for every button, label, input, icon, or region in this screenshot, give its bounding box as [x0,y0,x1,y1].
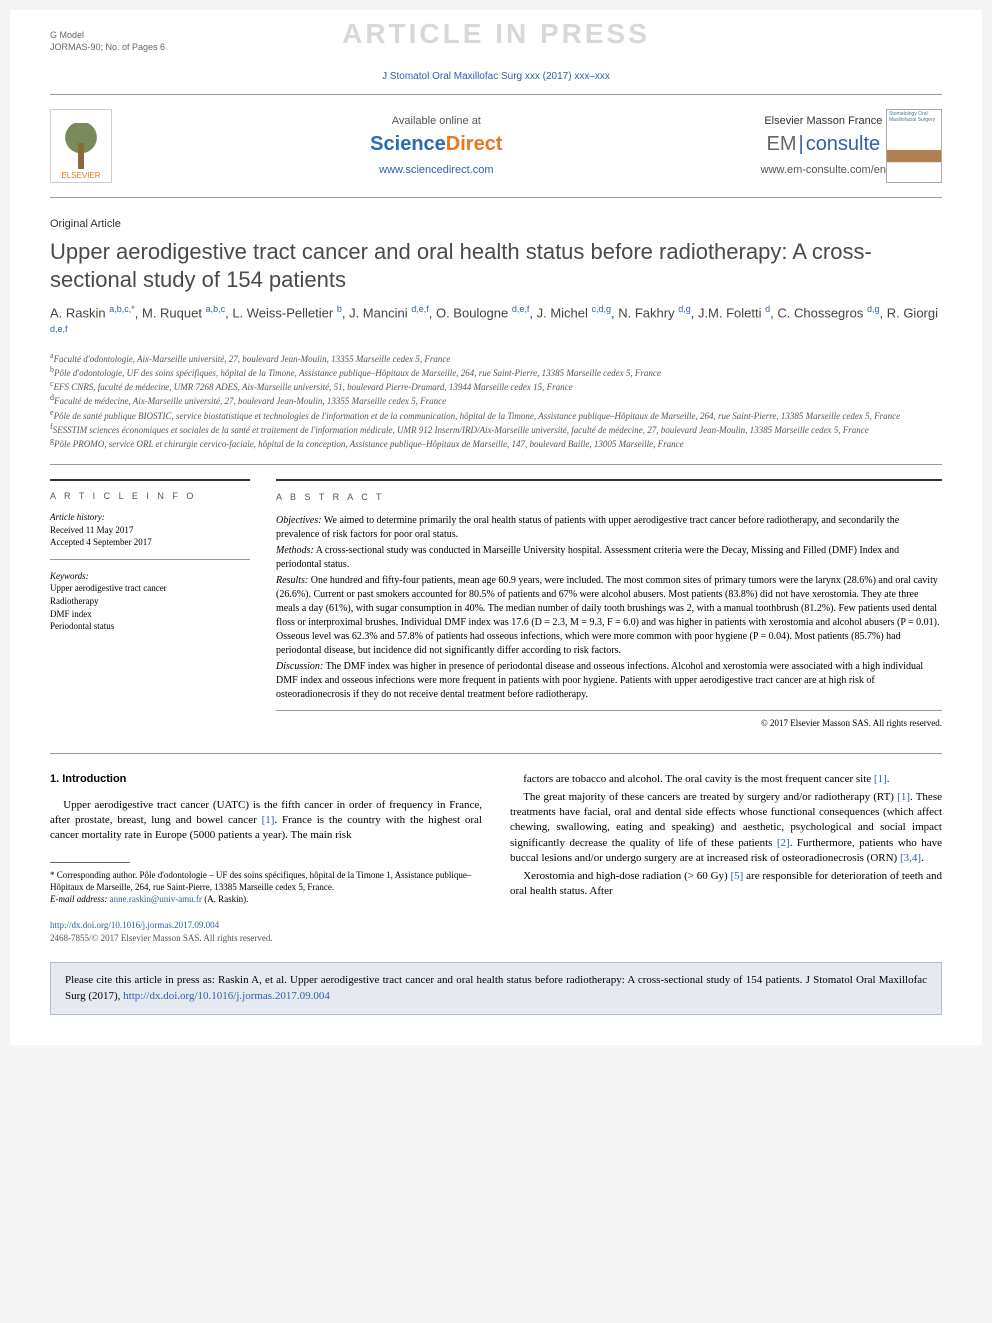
email-label: E-mail address: [50,894,107,904]
citation-link[interactable]: [1] [897,791,910,803]
citation-link[interactable]: [1] [262,814,275,826]
abstract-heading: A B S T R A C T [276,491,942,504]
keywords-label: Keywords: [50,570,250,583]
keyword: Radiotherapy [50,595,250,608]
em-consulte-block: Elsevier Masson France EM|consulte www.e… [761,115,886,178]
info-abstract-row: A R T I C L E I N F O Article history: R… [50,464,942,729]
journal-cover-thumbnail: Stomatology Oral Maxillofacial Surgery [886,109,942,183]
sciencedirect-block: Available online at ScienceDirect www.sc… [112,115,761,178]
abstract-column: A B S T R A C T Objectives: We aimed to … [276,479,942,729]
received-date: Received 11 May 2017 [50,524,250,537]
em-consulte-url[interactable]: www.em-consulte.com/en [761,164,886,176]
accepted-date: Accepted 4 September 2017 [50,536,250,549]
cite-doi-link[interactable]: http://dx.doi.org/10.1016/j.jormas.2017.… [123,990,330,1002]
article-page: ARTICLE IN PRESS G Model JORMAS-90; No. … [10,10,982,1045]
corresponding-author-footnote: * Corresponding author. Pôle d'odontolog… [50,869,482,893]
divider [50,94,942,95]
history-label: Article history: [50,511,250,524]
article-info-heading: A R T I C L E I N F O [50,491,250,501]
intro-paragraph: Upper aerodigestive tract cancer (UATC) … [50,798,482,844]
methods-label: Methods: [276,545,314,556]
available-online-text: Available online at [112,115,761,127]
keyword: Periodontal status [50,620,250,633]
keywords-block: Keywords: Upper aerodigestive tract canc… [50,570,250,633]
citation-link[interactable]: [3,4] [900,852,921,864]
email-who: (A. Raskin). [202,894,249,904]
email-footnote: E-mail address: anne.raskin@univ-amu.fr … [50,893,482,905]
journal-reference: J Stomatol Oral Maxillofac Surg xxx (201… [50,71,942,82]
right-column: factors are tobacco and alcohol. The ora… [510,772,942,944]
left-column: 1. Introduction Upper aerodigestive trac… [50,772,482,944]
em-consulte-logo: EM|consulte [761,133,886,156]
consulte-text: consulte [806,133,881,155]
em-text: EM [766,133,796,155]
author-list: A. Raskin a,b,c,*, M. Ruquet a,b,c, L. W… [50,303,942,343]
methods-text: A cross-sectional study was conducted in… [276,545,899,570]
section-heading: 1. Introduction [50,772,482,787]
discussion-label: Discussion: [276,661,323,672]
watermark-text: ARTICLE IN PRESS [342,18,650,50]
article-type: Original Article [50,218,942,230]
results-label: Results: [276,575,308,586]
intro-paragraph: factors are tobacco and alcohol. The ora… [510,772,942,787]
sd-science: Science [370,133,446,155]
header-band: ELSEVIER Available online at ScienceDire… [50,99,942,198]
intro-paragraph: Xerostomia and high-dose radiation (> 60… [510,869,942,900]
discussion-text: The DMF index was higher in presence of … [276,661,923,700]
corr-label: * Corresponding author. [50,870,137,880]
body-columns: 1. Introduction Upper aerodigestive trac… [50,753,942,944]
em-bar-icon: | [796,133,805,155]
article-title: Upper aerodigestive tract cancer and ora… [50,238,942,293]
citation-link[interactable]: [5] [731,870,744,882]
keyword: DMF index [50,608,250,621]
article-info-column: A R T I C L E I N F O Article history: R… [50,479,250,729]
doi-link: http://dx.doi.org/10.1016/j.jormas.2017.… [50,919,482,932]
citation-box: Please cite this article in press as: Ra… [50,962,942,1015]
article-history-block: Article history: Received 11 May 2017 Ac… [50,511,250,560]
doi-anchor[interactable]: http://dx.doi.org/10.1016/j.jormas.2017.… [50,920,219,930]
abstract-copyright: © 2017 Elsevier Masson SAS. All rights r… [276,710,942,730]
results-text: One hundred and fifty-four patients, mea… [276,575,940,656]
intro-paragraph: The great majority of these cancers are … [510,790,942,867]
elsevier-logo: ELSEVIER [50,109,112,183]
elsevier-tree-icon [61,123,101,171]
elsevier-label: ELSEVIER [61,171,100,180]
em-title: Elsevier Masson France [761,115,886,127]
affiliations: aFaculté d'odontologie, Aix-Marseille un… [50,351,942,450]
keyword: Upper aerodigestive tract cancer [50,582,250,595]
sd-direct: Direct [446,133,503,155]
objectives-label: Objectives: [276,515,322,526]
abstract-text: Objectives: We aimed to determine primar… [276,514,942,702]
sciencedirect-url[interactable]: www.sciencedirect.com [379,164,493,176]
citation-link[interactable]: [1] [874,773,887,785]
footnote-separator [50,862,130,863]
email-link[interactable]: anne.raskin@univ-amu.fr [110,894,202,904]
citation-link[interactable]: [2] [777,837,790,849]
sciencedirect-logo: ScienceDirect [112,133,761,156]
objectives-text: We aimed to determine primarily the oral… [276,515,899,540]
issn-copyright: 2468-7855/© 2017 Elsevier Masson SAS. Al… [50,932,482,945]
